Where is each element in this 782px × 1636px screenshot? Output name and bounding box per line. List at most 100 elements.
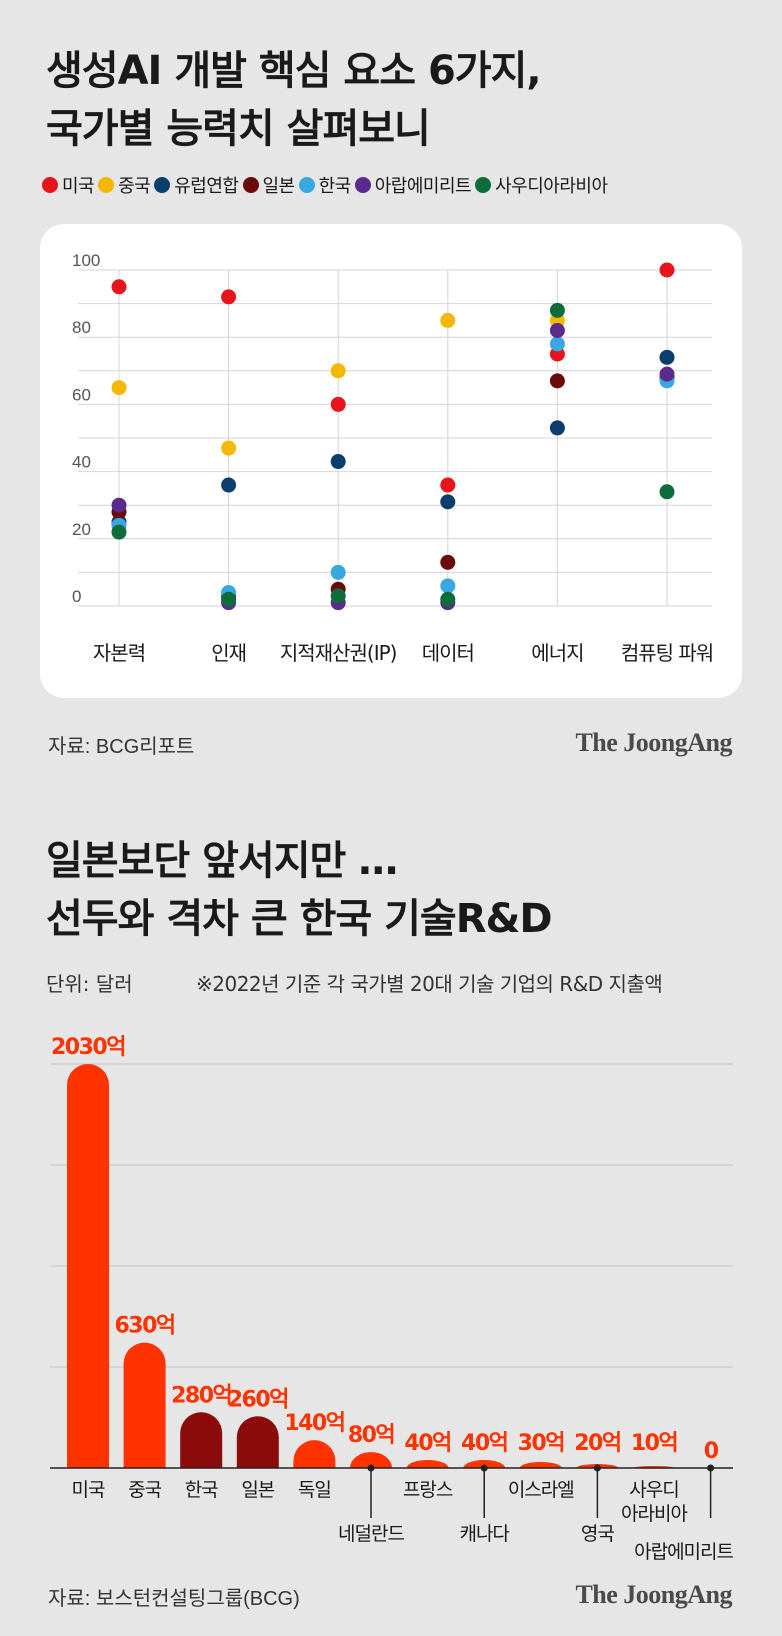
chart2-source: 자료: 보스턴컨설팅그룹(BCG)	[48, 1582, 300, 1611]
bar	[520, 1462, 562, 1468]
y-tick-label: 80	[72, 318, 91, 337]
legend-dot-china	[98, 177, 114, 193]
legend-label-china: 중국	[118, 172, 150, 198]
legend-dot-usa	[42, 177, 58, 193]
bar-value-label: 260억	[228, 1387, 288, 1412]
y-tick-label: 20	[72, 520, 91, 539]
x-category-label: 컴퓨팅 파워	[621, 641, 713, 665]
legend-label-saudi: 사우디아라비아	[495, 172, 607, 198]
scatter-point	[660, 263, 675, 278]
bar-value-label: 40억	[404, 1431, 450, 1456]
scatter-point	[331, 565, 346, 580]
legend-label-eu: 유럽연합	[174, 172, 238, 198]
scatter-point	[660, 350, 675, 365]
bar-value-label: 10억	[631, 1431, 677, 1456]
legend-item-usa: 미국	[42, 172, 94, 198]
legend-item-saudi: 사우디아라비아	[475, 172, 607, 198]
y-tick-label: 60	[72, 385, 91, 404]
chart1-title: 생성AI 개발 핵심 요소 6가지, 국가별 능력치 살펴보니	[46, 42, 541, 158]
bar-value-label: 140억	[284, 1411, 344, 1436]
scatter-point	[331, 363, 346, 378]
scatter-point	[221, 478, 236, 493]
bar	[407, 1460, 449, 1468]
bar-value-label: 40억	[461, 1431, 507, 1456]
scatter-panel: 0 20 40 60 80 100 자본력 인재 지적재산권(IP) 데이터 에너지 컴퓨팅 파워	[40, 224, 742, 698]
bar-category-label: 미국	[72, 1479, 105, 1501]
chart1-source: 자료: BCG리포트	[48, 730, 194, 759]
bar-value-label: 0	[704, 1439, 719, 1464]
scatter-point	[660, 367, 675, 382]
bar-leader-dot	[707, 1465, 714, 1472]
bar-category-label: 아랍에미리트	[634, 1541, 733, 1563]
bar-category-label: 독일	[298, 1479, 331, 1501]
scatter-point	[440, 313, 455, 328]
scatter-point	[221, 441, 236, 456]
x-category-label: 인재	[211, 641, 246, 665]
legend-dot-saudi	[475, 177, 491, 193]
bar-value-label: 630억	[115, 1314, 175, 1339]
bar-value-label: 80억	[348, 1423, 394, 1448]
scatter-point	[440, 578, 455, 593]
legend-dot-japan	[243, 177, 259, 193]
chart2-title-line1: 일본보단 앞서지만 …	[46, 832, 552, 890]
legend-item-china: 중국	[98, 172, 150, 198]
scatter-point	[440, 592, 455, 607]
legend-label-usa: 미국	[62, 172, 94, 198]
x-category-label: 지적재산권(IP)	[280, 641, 397, 665]
bar-category-label: 프랑스	[403, 1479, 453, 1501]
scatter-chart: 0 20 40 60 80 100 자본력 인재 지적재산권(IP) 데이터 에너지 컴퓨팅 파워	[40, 224, 742, 698]
legend-label-uae: 아랍에미리트	[375, 172, 471, 198]
bar-category-label: 네덜란드	[338, 1523, 404, 1545]
bar-category-label: 일본	[241, 1479, 274, 1501]
scatter-point	[440, 478, 455, 493]
scatter-point	[550, 420, 565, 435]
bar-leader-dot	[481, 1465, 488, 1472]
x-category-label: 자본력	[93, 641, 145, 665]
chart1-legend: 미국 중국 유럽연합 일본 한국 아랍에미리트 사우디아라비아	[42, 172, 762, 198]
bar-value-label: 30억	[518, 1431, 564, 1456]
y-tick-label: 0	[72, 587, 81, 606]
chart2-brand-logo: The JoongAng	[575, 1580, 732, 1610]
scatter-point	[331, 454, 346, 469]
bar-value-label: 280억	[171, 1383, 231, 1408]
scatter-point	[221, 592, 236, 607]
y-tick-label: 100	[72, 251, 100, 270]
bar-leader-dot	[368, 1465, 375, 1472]
bar-category-label: 이스라엘	[508, 1479, 574, 1501]
scatter-point	[440, 555, 455, 570]
scatter-point	[660, 484, 675, 499]
legend-dot-korea	[299, 177, 315, 193]
scatter-point	[112, 380, 127, 395]
scatter-point	[112, 279, 127, 294]
bar	[124, 1343, 166, 1468]
bar	[293, 1440, 335, 1468]
chart2-unit: 단위: 달러	[46, 968, 133, 997]
bar-category-label: 영국	[581, 1523, 614, 1545]
legend-item-korea: 한국	[299, 172, 351, 198]
scatter-point	[112, 498, 127, 513]
chart1-title-line2: 국가별 능력치 살펴보니	[46, 100, 541, 158]
legend-label-korea: 한국	[319, 172, 351, 198]
scatter-point	[550, 373, 565, 388]
legend-item-eu: 유럽연합	[154, 172, 238, 198]
scatter-point	[550, 323, 565, 338]
legend-item-uae: 아랍에미리트	[355, 172, 471, 198]
chart2-title: 일본보단 앞서지만 … 선두와 격차 큰 한국 기술R&D	[46, 832, 552, 948]
bar-category-label: 아라비아	[621, 1503, 687, 1525]
legend-dot-uae	[355, 177, 371, 193]
scatter-point	[221, 289, 236, 304]
legend-item-japan: 일본	[243, 172, 295, 198]
chart2-note: ※2022년 기준 각 국가별 20대 기술 기업의 R&D 지출액	[196, 968, 662, 997]
scatter-point	[331, 397, 346, 412]
bar	[180, 1412, 222, 1468]
x-category-label: 에너지	[531, 641, 583, 665]
chart2-title-line2: 선두와 격차 큰 한국 기술R&D	[46, 890, 552, 948]
chart1-title-line1: 생성AI 개발 핵심 요소 6가지,	[46, 42, 541, 100]
bar-value-label: 2030억	[51, 1035, 125, 1060]
chart1-brand-logo: The JoongAng	[575, 728, 732, 758]
y-tick-label: 40	[72, 453, 91, 472]
scatter-point	[550, 303, 565, 318]
scatter-point	[331, 588, 346, 603]
bar-category-label: 중국	[128, 1479, 161, 1501]
